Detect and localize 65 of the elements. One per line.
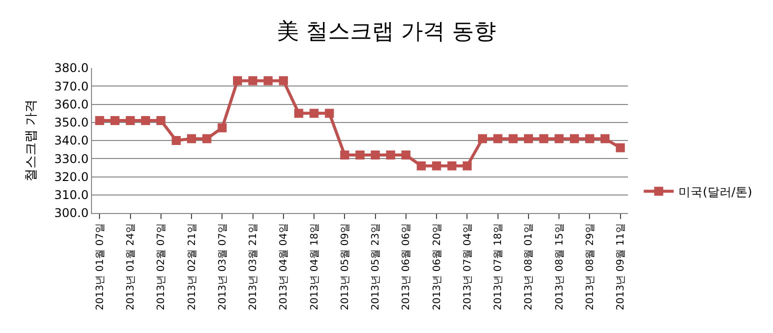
point <box>340 150 350 160</box>
y-tick-label: 360.0 <box>54 97 89 112</box>
point <box>202 134 212 144</box>
point <box>401 150 410 160</box>
point <box>232 76 242 86</box>
point <box>278 76 288 86</box>
point <box>524 134 533 144</box>
point <box>570 134 579 144</box>
x-tick-label: 2013년 01월 07일 <box>94 223 106 310</box>
point <box>508 134 518 144</box>
legend-label: 미국(달러/톤) <box>678 184 752 199</box>
point <box>218 123 227 132</box>
x-tick-label: 2013년 08월 29일 <box>584 223 596 310</box>
y-tick-label: 340.0 <box>54 134 89 148</box>
point <box>616 143 625 152</box>
point <box>447 161 456 170</box>
point <box>324 108 334 118</box>
point <box>95 116 104 126</box>
y-tick-label: 370.0 <box>54 79 89 94</box>
x-tick-label: 2013년 05월 09일 <box>340 223 351 310</box>
point <box>141 116 150 126</box>
point <box>370 150 380 160</box>
point <box>187 134 196 144</box>
x-tick-label: 2013년 06월 20일 <box>432 223 443 310</box>
y-tick-label: 350.0 <box>54 116 89 130</box>
x-tick-label: 2013년 04월 18일 <box>309 223 320 310</box>
y-tick-label: 300.0 <box>54 206 89 220</box>
y-tick-label: 310.0 <box>54 188 89 202</box>
point <box>356 150 364 160</box>
point <box>264 76 273 86</box>
x-tick-label: 2013년 08월 01일 <box>524 223 535 310</box>
point <box>585 134 594 144</box>
point <box>386 150 396 160</box>
x-tick-label: 2013년 02월 07일 <box>156 223 168 310</box>
y-axis-title: 철스크랩 가격 <box>24 99 40 182</box>
x-tick-label: 2013년 07월 04일 <box>462 223 474 310</box>
x-tick-label: 2013년 09월 11일 <box>616 223 627 310</box>
x-tick-label: 2013년 04월 04일 <box>278 223 290 310</box>
point <box>432 161 442 170</box>
y-tick-label: 330.0 <box>54 152 89 166</box>
point <box>416 161 426 170</box>
point <box>554 134 564 144</box>
x-tick-label: 2013년 08월 15일 <box>554 223 566 310</box>
x-tick-label: 2013년 07월 18일 <box>493 223 504 310</box>
point <box>126 116 135 126</box>
x-tick-label: 2013년 03월 07일 <box>217 223 228 310</box>
point <box>110 116 120 126</box>
x-tick-label: 2013년 01월 24일 <box>126 223 137 310</box>
x-tick-label: 2013년 02월 21일 <box>186 223 198 310</box>
point <box>478 134 488 144</box>
point <box>172 136 181 145</box>
point <box>310 108 319 118</box>
x-tick-label: 2013년 03월 21일 <box>248 223 260 310</box>
y-tick-label: 380.0 <box>54 61 89 76</box>
point <box>493 134 502 144</box>
point <box>462 161 472 170</box>
x-tick-label: 2013년 05월 23일 <box>370 223 382 310</box>
y-tick-label: 320.0 <box>54 170 89 184</box>
point <box>156 116 166 126</box>
point <box>248 76 258 86</box>
point <box>294 108 304 118</box>
point <box>600 134 610 144</box>
point <box>539 134 548 144</box>
chart-title: 美 철스크랩 가격 동향 <box>277 20 496 45</box>
x-tick-label: 2013년 06월 06일 <box>401 223 412 310</box>
